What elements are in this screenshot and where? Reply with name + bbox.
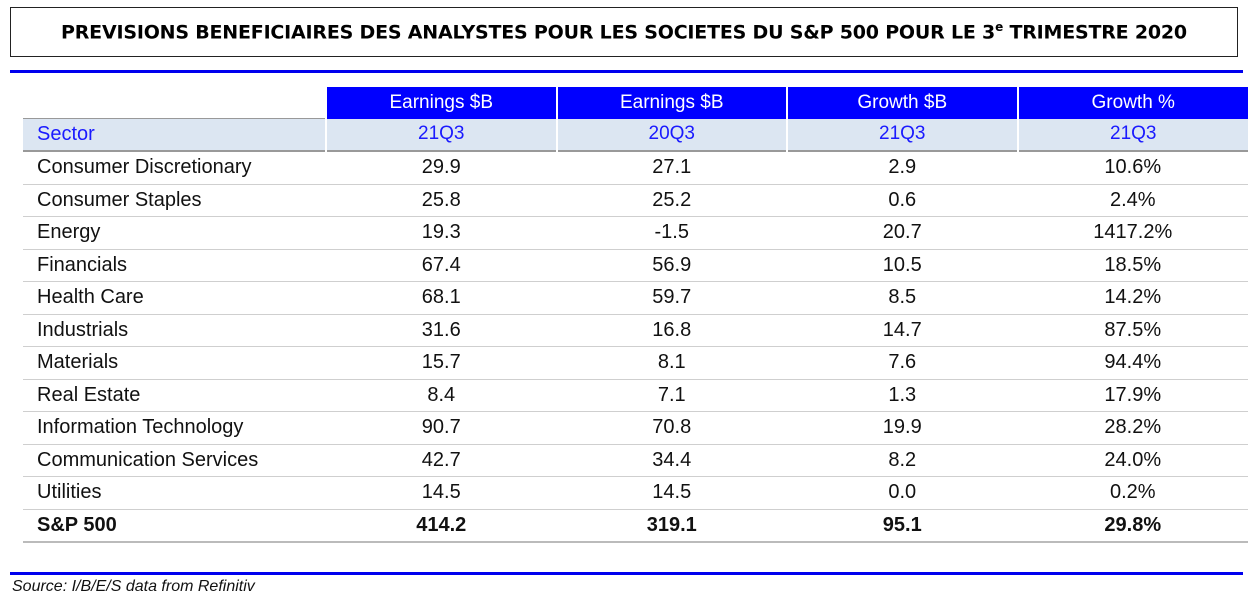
table-row: Financials 67.4 56.9 10.5 18.5% (23, 249, 1248, 282)
table-row: Energy 19.3 -1.5 20.7 1417.2% (23, 216, 1248, 250)
value-cell: -1.5 (556, 216, 787, 250)
value-cell: 25.8 (326, 184, 557, 217)
value-cell: 29.8% (1017, 509, 1248, 543)
page-title: PREVISIONS BENEFICIAIRES DES ANALYSTES P… (61, 20, 1187, 43)
value-cell: 14.2% (1017, 281, 1248, 315)
value-cell: 24.0% (1017, 444, 1248, 477)
sector-name-cell: S&P 500 (23, 509, 326, 543)
value-cell: 1.3 (787, 379, 1018, 412)
sector-name-cell: Communication Services (23, 444, 326, 477)
value-cell: 1417.2% (1017, 216, 1248, 250)
value-cell: 16.8 (556, 314, 787, 347)
value-cell: 414.2 (326, 509, 557, 543)
value-cell: 34.4 (556, 444, 787, 477)
title-box: PREVISIONS BENEFICIAIRES DES ANALYSTES P… (10, 7, 1238, 57)
table-row: Health Care 68.1 59.7 8.5 14.2% (23, 281, 1248, 315)
bottom-rule (10, 572, 1243, 575)
table-row: Industrials 31.6 16.8 14.7 87.5% (23, 314, 1248, 347)
sector-name-cell: Consumer Staples (23, 184, 326, 217)
table-row: Consumer Discretionary 29.9 27.1 2.9 10.6% (23, 150, 1248, 185)
value-cell: 14.5 (326, 476, 557, 510)
sector-name-cell: Industrials (23, 314, 326, 347)
value-cell: 319.1 (556, 509, 787, 543)
value-cell: 8.4 (326, 379, 557, 412)
value-cell: 29.9 (326, 150, 557, 185)
value-cell: 94.4% (1017, 346, 1248, 380)
value-cell: 18.5% (1017, 249, 1248, 282)
value-cell: 95.1 (787, 509, 1018, 543)
title-tail: TRIMESTRE 2020 (1003, 21, 1187, 44)
header-growth-dollars: Growth $B (786, 87, 1018, 119)
value-cell: 67.4 (326, 249, 557, 282)
header-earnings-20q3: Earnings $B (555, 87, 787, 119)
value-cell: 0.6 (787, 184, 1018, 217)
value-cell: 0.2% (1017, 476, 1248, 510)
table-row: Consumer Staples 25.8 25.2 0.6 2.4% (23, 184, 1248, 217)
sector-name-cell: Energy (23, 216, 326, 250)
sector-name-cell: Real Estate (23, 379, 326, 412)
sector-name-cell: Utilities (23, 476, 326, 510)
value-cell: 0.0 (787, 476, 1018, 510)
value-cell: 70.8 (556, 411, 787, 445)
value-cell: 14.5 (556, 476, 787, 510)
value-cell: 25.2 (556, 184, 787, 217)
title-main: PREVISIONS BENEFICIAIRES DES ANALYSTES P… (61, 21, 996, 44)
header-period-3: 21Q3 (786, 118, 1018, 151)
header-row-1: Earnings $B Earnings $B Growth $B Growth… (23, 87, 1248, 119)
table-row: Information Technology 90.7 70.8 19.9 28.2% (23, 411, 1248, 445)
value-cell: 8.2 (787, 444, 1018, 477)
header-earnings-21q3: Earnings $B (325, 87, 557, 119)
header-period-2: 20Q3 (555, 118, 787, 151)
value-cell: 10.5 (787, 249, 1018, 282)
header-growth-percent: Growth % (1016, 87, 1248, 119)
source-note: Source: I/B/E/S data from Refinitiv (12, 578, 255, 595)
value-cell: 7.1 (556, 379, 787, 412)
table-row: Utilities 14.5 14.5 0.0 0.2% (23, 476, 1248, 510)
title-superscript: e (995, 20, 1004, 35)
value-cell: 20.7 (787, 216, 1018, 250)
header-sector: Sector (23, 118, 326, 151)
total-row: S&P 500 414.2 319.1 95.1 29.8% (23, 509, 1248, 543)
sector-name-cell: Health Care (23, 281, 326, 315)
value-cell: 8.1 (556, 346, 787, 380)
value-cell: 68.1 (326, 281, 557, 315)
sector-name-cell: Materials (23, 346, 326, 380)
table-row: Materials 15.7 8.1 7.6 94.4% (23, 346, 1248, 380)
header-row-2: Sector 21Q3 20Q3 21Q3 21Q3 (23, 118, 1248, 151)
value-cell: 2.4% (1017, 184, 1248, 217)
sector-name-cell: Information Technology (23, 411, 326, 445)
header-cell-blank (23, 87, 326, 119)
value-cell: 10.6% (1017, 150, 1248, 185)
value-cell: 27.1 (556, 150, 787, 185)
value-cell: 7.6 (787, 346, 1018, 380)
table-body: Consumer Discretionary 29.9 27.1 2.9 10.6% Co… (23, 150, 1248, 543)
sector-name-cell: Financials (23, 249, 326, 282)
value-cell: 17.9% (1017, 379, 1248, 412)
value-cell: 28.2% (1017, 411, 1248, 445)
value-cell: 31.6 (326, 314, 557, 347)
top-rule (10, 70, 1243, 73)
value-cell: 2.9 (787, 150, 1018, 185)
header-period-4: 21Q3 (1016, 118, 1248, 151)
value-cell: 19.9 (787, 411, 1018, 445)
value-cell: 56.9 (556, 249, 787, 282)
earnings-table: Earnings $B Earnings $B Growth $B Growth… (23, 87, 1248, 543)
value-cell: 59.7 (556, 281, 787, 315)
value-cell: 90.7 (326, 411, 557, 445)
sector-name-cell: Consumer Discretionary (23, 150, 326, 185)
value-cell: 8.5 (787, 281, 1018, 315)
value-cell: 14.7 (787, 314, 1018, 347)
value-cell: 19.3 (326, 216, 557, 250)
header-period-1: 21Q3 (325, 118, 557, 151)
value-cell: 42.7 (326, 444, 557, 477)
value-cell: 15.7 (326, 346, 557, 380)
value-cell: 87.5% (1017, 314, 1248, 347)
table-row: Communication Services 42.7 34.4 8.2 24.0% (23, 444, 1248, 477)
table-row: Real Estate 8.4 7.1 1.3 17.9% (23, 379, 1248, 412)
